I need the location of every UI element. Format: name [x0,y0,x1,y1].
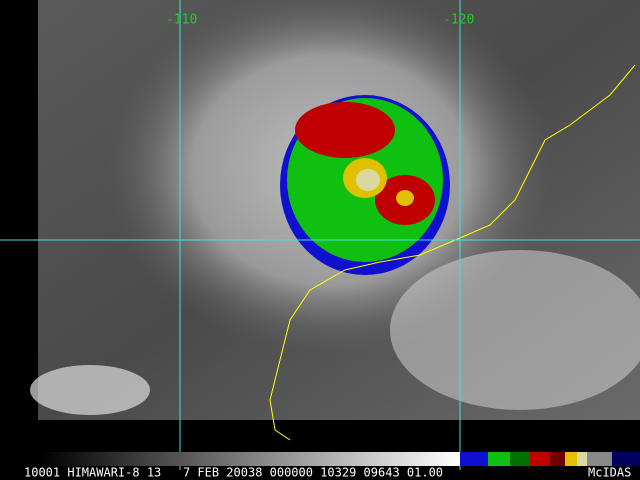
scale-segment [612,452,640,466]
scale-segment [488,452,510,466]
scale-segment [530,452,550,466]
mcidas-logo: McIDAS [588,466,631,480]
storm-red [295,102,395,158]
storm [280,95,450,275]
coastline [269,64,636,441]
cloud-band [390,250,640,410]
scale-segment [565,452,577,466]
scale-segment [460,452,488,466]
scale-segment [550,452,565,466]
gray-scale [40,452,460,466]
cloud-patch [30,365,150,415]
scale-segment [510,452,530,466]
scale-segment [587,452,612,466]
image-info: 10001 HIMAWARI-8 13 7 FEB 20038 000000 1… [24,466,443,480]
color-scale [40,452,640,466]
graticule [0,0,640,470]
storm-core [396,190,414,206]
longitude-label: -120 [443,13,474,28]
storm-eye [356,169,380,191]
scale-segment [577,452,587,466]
longitude-label: -110 [166,13,197,28]
